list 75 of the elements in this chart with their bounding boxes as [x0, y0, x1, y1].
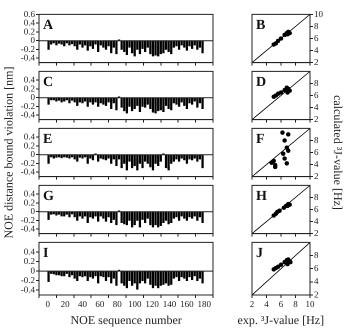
y-tick-label: 8 — [314, 192, 319, 202]
y-tick-label: 0 — [30, 92, 36, 102]
y-tick-label: 4 — [314, 102, 319, 112]
y-tick-label: -0.2 — [20, 100, 35, 111]
x-tick-label: 20 — [60, 298, 70, 309]
y-tick-label: -0.2 — [20, 214, 35, 225]
y-tick-label: 8 — [314, 78, 319, 88]
chart-title: B — [256, 18, 266, 34]
y-tick-label: 0.4 — [24, 132, 36, 142]
y-tick-label: 4 — [314, 44, 319, 55]
y-tick-label: 0.2 — [24, 140, 35, 150]
chart-title: F — [256, 132, 265, 148]
y-tick-label: 6 — [314, 32, 319, 43]
y-tick-label: 0.2 — [24, 83, 35, 94]
chart-title: D — [256, 75, 266, 90]
x-tick-label: 120 — [145, 298, 160, 309]
y-tick-label: 0.4 — [24, 246, 36, 256]
y-tick-label: 6 — [314, 263, 319, 274]
y-tick-label: 0 — [30, 265, 36, 276]
y-tick-label: 2 — [314, 228, 318, 238]
y-tick-label: 4 — [314, 276, 319, 286]
y-tick-label: 4 — [314, 158, 319, 169]
y-axis-title: NOE distance bound violation [nm] — [1, 66, 16, 238]
x-tick-label: 80 — [112, 298, 122, 309]
y-tick-label: 2 — [314, 56, 318, 67]
chart-title: A — [43, 18, 54, 34]
y-tick-label: 0.4 — [24, 188, 36, 199]
y-tick-label: -0.4 — [20, 110, 36, 120]
x-tick-label: 160 — [180, 298, 194, 309]
chart-title: J — [256, 246, 263, 262]
chart-title: H — [256, 189, 267, 204]
y-tick-label: 0.2 — [24, 197, 35, 208]
x-tick-label: 8 — [293, 298, 298, 309]
y-tick-label: 2 — [314, 289, 318, 300]
x-axis-title: exp. ³J-value [Hz] — [238, 313, 324, 328]
y-tick-label: 6 — [314, 90, 319, 100]
y-tick-label: -0.2 — [20, 275, 35, 286]
chart-title: I — [43, 246, 48, 262]
y-tick-label: 4 — [314, 216, 319, 226]
chart-title: G — [43, 189, 54, 204]
y-tick-label: -0.2 — [20, 44, 35, 54]
x-tick-label: 60 — [95, 298, 105, 309]
x-tick-label: 0 — [45, 298, 50, 309]
y-tick-label: -0.4 — [20, 224, 36, 234]
y-tick-label: 0 — [30, 206, 36, 216]
x-tick-label: 100 — [128, 298, 142, 309]
y-tick-label: -0.4 — [20, 52, 36, 63]
x-tick-label: 2 — [250, 298, 254, 309]
x-axis-title: NOE sequence number — [70, 313, 182, 328]
y-tick-label: 0.6 — [24, 8, 36, 19]
y-tick-label: -0.4 — [20, 166, 36, 177]
y-tick-label: 8 — [314, 250, 319, 260]
x-tick-label: 6 — [278, 298, 284, 309]
y-tick-label: 0.2 — [24, 256, 35, 266]
y-tick-label: 0 — [30, 35, 36, 46]
y-tick-label: 0.2 — [24, 26, 35, 36]
y-tick-label: 10 — [314, 8, 324, 19]
x-tick-label: 140 — [162, 298, 177, 309]
chart-title: E — [43, 132, 52, 148]
y-tick-label: 0.4 — [24, 18, 36, 28]
x-tick-label: 180 — [198, 298, 212, 309]
y-tick-label: -0.4 — [20, 284, 36, 295]
y-tick-label: 8 — [314, 20, 319, 31]
y-axis-title: calculated ³J-value [Hz] — [329, 95, 344, 210]
y-tick-label: 2 — [314, 114, 318, 124]
y-tick-label: 0.4 — [24, 74, 36, 85]
chart-title: C — [43, 75, 54, 90]
y-tick-label: -0.2 — [20, 158, 35, 168]
x-tick-label: 4 — [264, 298, 270, 309]
x-tick-label: 40 — [78, 298, 88, 309]
y-tick-label: 0 — [30, 149, 36, 160]
y-tick-label: 2 — [314, 170, 318, 181]
y-tick-label: 8 — [314, 134, 319, 145]
y-tick-label: 6 — [314, 204, 319, 214]
y-tick-label: 6 — [314, 146, 319, 157]
